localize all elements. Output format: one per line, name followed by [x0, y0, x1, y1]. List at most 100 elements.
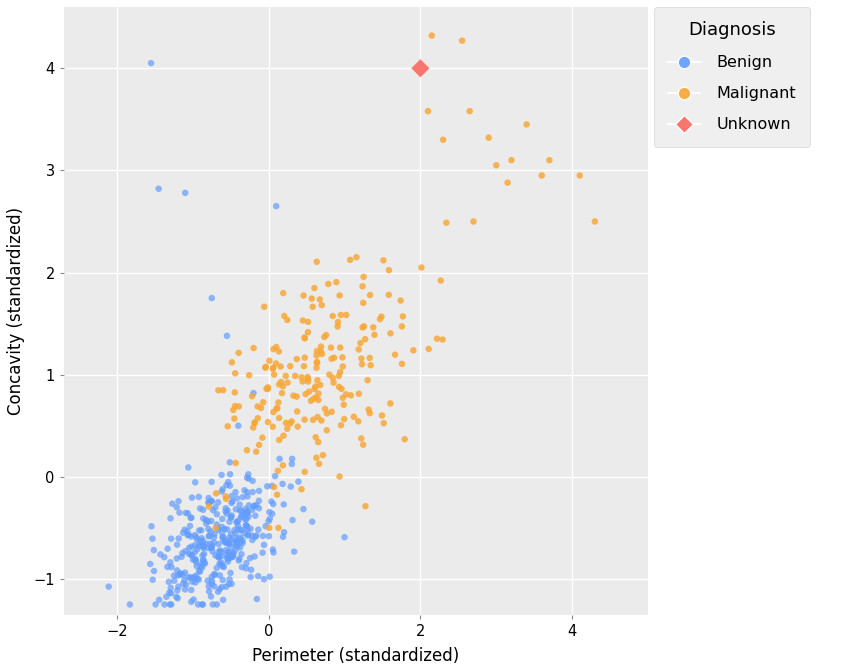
Point — [271, 523, 285, 534]
Point — [225, 491, 238, 501]
Point — [219, 503, 232, 513]
Point — [186, 573, 200, 583]
Point — [245, 391, 259, 402]
Point — [212, 385, 226, 396]
Point — [200, 518, 213, 529]
Point — [266, 421, 280, 432]
Point — [347, 411, 361, 422]
Point — [353, 337, 367, 348]
Point — [221, 538, 235, 548]
Point — [219, 581, 233, 592]
Point — [206, 540, 219, 551]
Point — [202, 581, 216, 591]
Point — [259, 362, 273, 372]
Point — [291, 476, 305, 487]
Point — [205, 476, 219, 487]
Point — [362, 405, 376, 415]
Point — [240, 521, 254, 532]
Point — [251, 524, 265, 535]
Point — [176, 528, 190, 538]
Point — [197, 557, 211, 568]
Point — [187, 594, 200, 605]
Point — [205, 571, 219, 582]
Point — [171, 593, 185, 603]
Point — [234, 505, 248, 516]
Point — [222, 539, 236, 550]
Point — [356, 281, 370, 292]
Point — [197, 548, 211, 559]
Point — [266, 362, 280, 373]
Point — [263, 513, 276, 524]
Point — [314, 345, 327, 356]
Point — [216, 484, 230, 495]
Point — [225, 357, 238, 368]
Point — [258, 362, 272, 373]
Point — [179, 507, 193, 518]
Point — [181, 530, 194, 540]
Point — [223, 469, 237, 480]
Point — [194, 536, 207, 546]
Point — [207, 528, 221, 539]
Point — [375, 410, 389, 421]
Point — [245, 535, 259, 546]
Point — [262, 531, 276, 542]
Point — [207, 581, 221, 592]
Point — [243, 552, 257, 563]
Point — [181, 572, 195, 583]
Point — [340, 389, 353, 400]
Point — [295, 376, 309, 387]
Point — [421, 106, 435, 116]
Point — [266, 364, 280, 374]
Point — [275, 388, 289, 398]
Point — [242, 473, 256, 484]
Point — [214, 470, 228, 480]
Point — [276, 532, 290, 542]
Point — [235, 511, 249, 521]
Point — [192, 574, 206, 585]
Point — [309, 350, 323, 361]
Point — [221, 546, 235, 557]
Point — [335, 352, 349, 363]
Point — [406, 345, 420, 355]
Point — [257, 301, 271, 312]
Point — [228, 401, 242, 411]
Point — [310, 358, 324, 368]
Point — [165, 499, 179, 509]
Point — [291, 421, 305, 432]
Point — [185, 512, 199, 523]
Point — [206, 505, 220, 515]
Point — [144, 58, 158, 69]
Point — [309, 452, 323, 463]
Point — [505, 155, 518, 165]
Point — [145, 534, 159, 544]
Point — [229, 528, 243, 539]
Point — [359, 501, 372, 511]
Point — [250, 593, 264, 604]
Point — [188, 477, 202, 488]
Y-axis label: Concavity (standardized): Concavity (standardized) — [7, 207, 25, 415]
Point — [234, 536, 248, 547]
Point — [164, 583, 178, 593]
Point — [236, 535, 250, 546]
Point — [276, 381, 289, 392]
Point — [201, 516, 215, 527]
Point — [163, 557, 177, 568]
Point — [304, 395, 318, 406]
Point — [209, 523, 223, 534]
Point — [221, 421, 235, 431]
Point — [173, 569, 187, 580]
Point — [284, 481, 298, 492]
Point — [306, 301, 320, 312]
Point — [196, 554, 210, 565]
Point — [164, 534, 178, 544]
Point — [164, 588, 178, 599]
Point — [192, 541, 206, 552]
Point — [326, 372, 340, 383]
Point — [238, 528, 251, 538]
Point — [212, 524, 226, 535]
Point — [193, 525, 206, 536]
Point — [226, 549, 240, 560]
Point — [215, 558, 229, 569]
Point — [318, 403, 332, 414]
Point — [216, 595, 230, 605]
